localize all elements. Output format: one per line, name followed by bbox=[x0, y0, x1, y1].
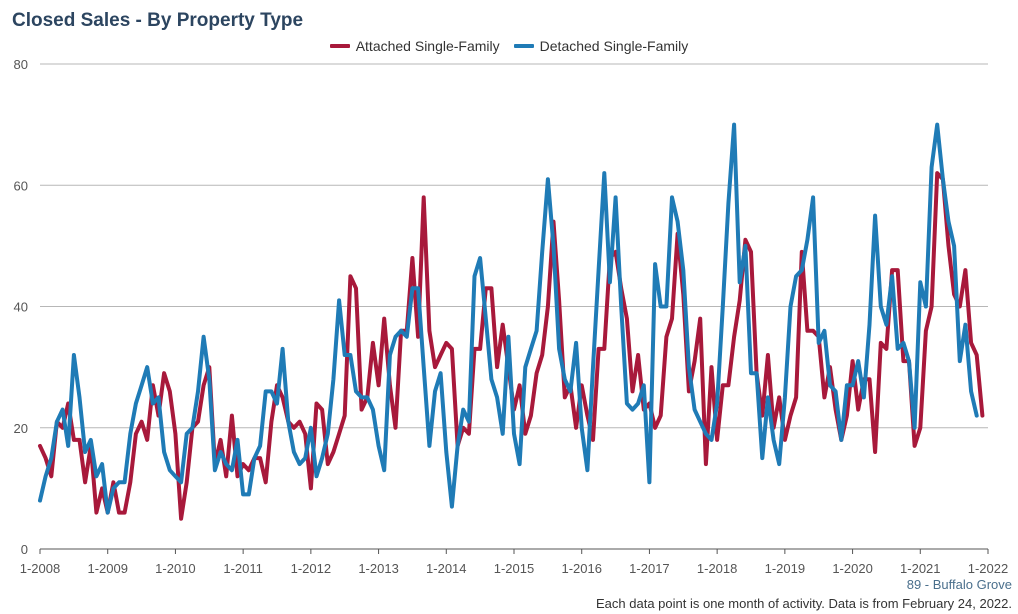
x-tick-label: 1-2018 bbox=[697, 561, 737, 576]
legend-item-detached[interactable]: Detached Single-Family bbox=[513, 38, 689, 54]
x-tick-label: 1-2015 bbox=[494, 561, 534, 576]
legend-label-attached: Attached Single-Family bbox=[355, 38, 500, 54]
y-tick-label: 0 bbox=[21, 542, 28, 557]
x-tick-label: 1-2013 bbox=[358, 561, 398, 576]
x-tick-label: 1-2011 bbox=[223, 561, 263, 576]
x-tick-label: 1-2012 bbox=[291, 561, 331, 576]
y-tick-label: 20 bbox=[14, 421, 28, 436]
chart-footnote: Each data point is one month of activity… bbox=[596, 596, 1012, 611]
chart-source: 89 - Buffalo Grove bbox=[906, 577, 1012, 592]
x-tick-label: 1-2019 bbox=[765, 561, 805, 576]
legend-swatch-detached bbox=[513, 44, 534, 48]
x-tick-label: 1-2010 bbox=[155, 561, 195, 576]
x-tick-label: 1-2017 bbox=[629, 561, 669, 576]
detached-single-family-line bbox=[38, 122, 979, 515]
y-tick-label: 40 bbox=[14, 300, 28, 315]
x-tick-label: 1-2014 bbox=[426, 561, 466, 576]
y-tick-label: 80 bbox=[14, 57, 28, 72]
x-tick-label: 1-2016 bbox=[561, 561, 601, 576]
x-tick-label: 1-2021 bbox=[900, 561, 940, 576]
y-tick-label: 60 bbox=[14, 178, 28, 193]
x-tick-label: 1-2009 bbox=[87, 561, 127, 576]
chart-title: Closed Sales - By Property Type bbox=[12, 10, 304, 31]
legend-swatch-attached bbox=[329, 44, 350, 48]
legend-item-attached[interactable]: Attached Single-Family bbox=[329, 38, 500, 54]
x-tick-label: 1-2020 bbox=[832, 561, 872, 576]
x-tick-label: 1-2008 bbox=[20, 561, 60, 576]
legend-label-detached: Detached Single-Family bbox=[539, 38, 689, 54]
chart-legend: Attached Single-Family Detached Single-F… bbox=[0, 38, 1018, 54]
x-tick-label: 1-2022 bbox=[968, 561, 1008, 576]
